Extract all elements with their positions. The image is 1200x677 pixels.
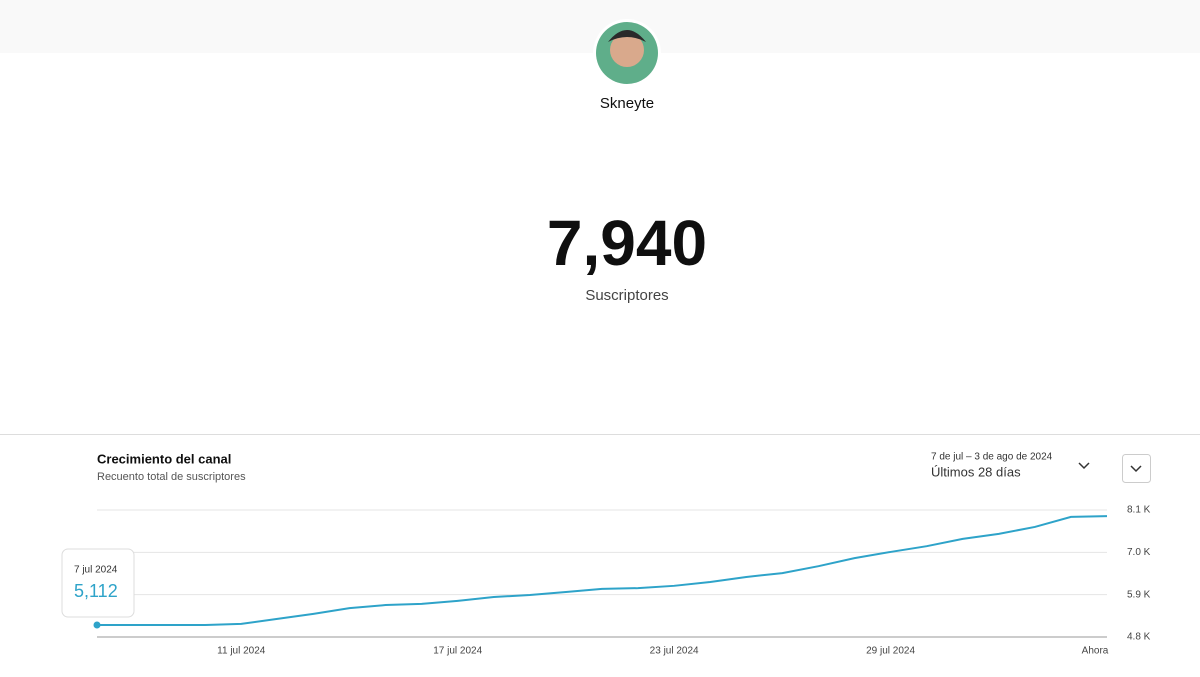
x-tick-label: 11 jul 2024 [217, 646, 266, 657]
tooltip-value: 5,112 [74, 581, 118, 601]
tooltip-box [61, 548, 135, 618]
tooltip-date: 7 jul 2024 [74, 565, 118, 576]
avatar-hair [608, 30, 646, 42]
plot: 4.8 K 5.9 K 7.0 K 8.1 K 11 jul 2024 17 jul 20… [93, 505, 1151, 657]
chart-title: Crecimiento del canal [97, 451, 231, 466]
subscriber-count: 7,940 [547, 207, 707, 279]
tooltip: 7 jul 2024 5,112 [61, 548, 135, 618]
y-tick-label: 4.8 K [1127, 632, 1151, 643]
y-tick-label: 5.9 K [1127, 589, 1151, 600]
y-tick-label: 8.1 K [1127, 505, 1151, 516]
x-tick-label: 17 jul 2024 [433, 646, 482, 657]
avatar-face [610, 33, 644, 67]
date-range: 7 de jul – 3 de ago de 2024 [931, 452, 1053, 463]
expand-icon [1130, 465, 1142, 473]
period-dropdown[interactable] [1078, 462, 1090, 470]
y-tick-label: 7.0 K [1127, 547, 1151, 558]
series-line [97, 515, 1108, 626]
subscriber-label: Suscriptores [585, 287, 668, 304]
period[interactable]: Últimos 28 días [931, 464, 1021, 479]
x-tick-label: 29 jul 2024 [866, 646, 915, 657]
point [93, 621, 101, 629]
x-tick-label: Ahora [1082, 646, 1109, 657]
channel-name: Skneyte [600, 95, 654, 112]
x-tick-label: 23 jul 2024 [650, 646, 699, 657]
expand-button[interactable] [1122, 454, 1151, 483]
chart-subtitle: Recuento total de suscriptores [97, 471, 246, 483]
